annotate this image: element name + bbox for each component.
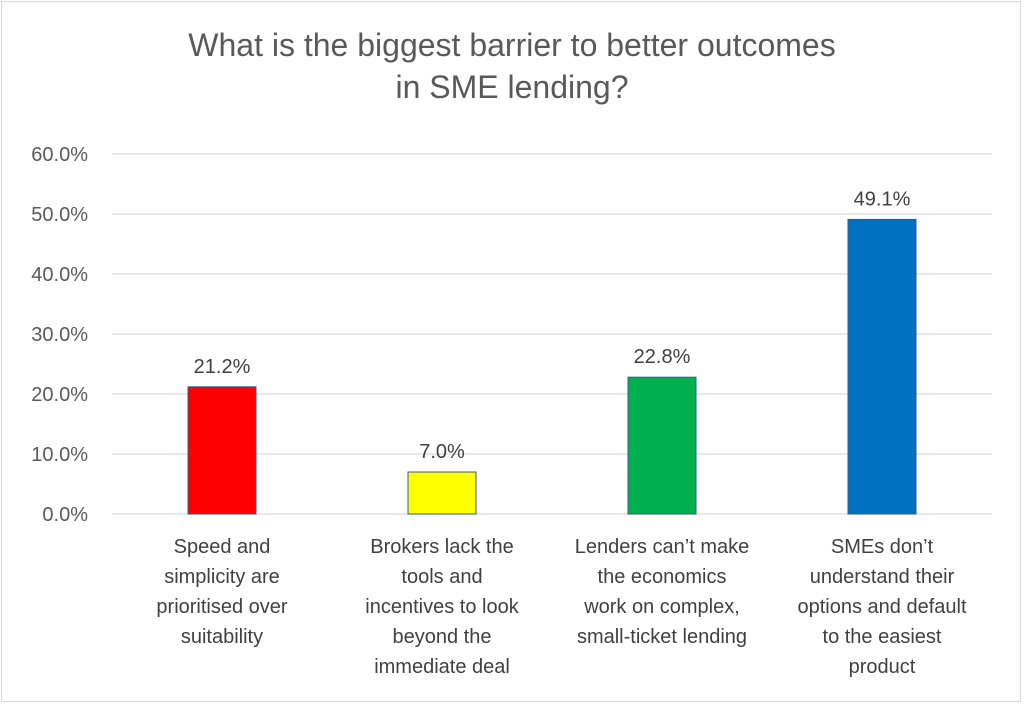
x-tick-label-line: incentives to look [365,596,519,618]
x-tick-label-line: product [848,656,916,678]
data-label: 49.1% [854,188,911,210]
x-tick-label-line: options and default [797,596,967,618]
x-tick-label-line: Speed and [173,536,271,558]
x-tick-label-line: understand their [809,566,955,588]
y-tick-label: 0.0% [42,504,88,526]
x-tick-label: SMEs don’t understand their options and de… [777,532,987,682]
bar [187,386,257,515]
chart-title-line-1: What is the biggest barrier to better ou… [188,27,836,63]
x-tick-label-line: immediate deal [374,656,510,678]
y-tick-label: 10.0% [31,444,88,466]
x-tick-label-line: the economics [597,566,727,588]
x-tick-label-line: tools and [401,566,483,588]
x-tick-label: Brokers lack the tools and incentives to l… [337,532,547,682]
x-tick-label-line: SMEs don’t [830,536,934,558]
y-tick-label: 60.0% [31,144,88,166]
y-tick-label: 30.0% [31,324,88,346]
bar [627,376,697,515]
y-tick-label: 50.0% [31,204,88,226]
bar [847,218,917,515]
bar [407,471,477,515]
x-tick-label-line: work on complex, [584,596,740,618]
x-tick-label-line: beyond the [392,626,492,648]
y-tick-label: 40.0% [31,264,88,286]
chart-title: What is the biggest barrier to better ou… [0,24,1024,108]
y-tick-label: 20.0% [31,384,88,406]
x-tick-label-line: to the easiest [822,626,942,648]
x-tick-label: Lenders can’t make the economics work on c… [557,532,767,652]
data-label: 22.8% [634,346,691,368]
x-tick-label-line: Brokers lack the [370,536,514,558]
x-tick-label: Speed and simplicity are prioritised over s… [117,532,327,652]
x-tick-label-line: prioritised over [156,596,288,618]
x-tick-label-line: suitability [180,626,264,648]
x-tick-label-line: simplicity are [164,566,280,588]
data-label: 7.0% [419,441,465,463]
x-tick-label-line: small-ticket lending [576,626,748,648]
chart-title-line-2: in SME lending? [395,69,629,105]
x-tick-label-line: Lenders can’t make [574,536,750,558]
data-label: 21.2% [194,356,251,378]
